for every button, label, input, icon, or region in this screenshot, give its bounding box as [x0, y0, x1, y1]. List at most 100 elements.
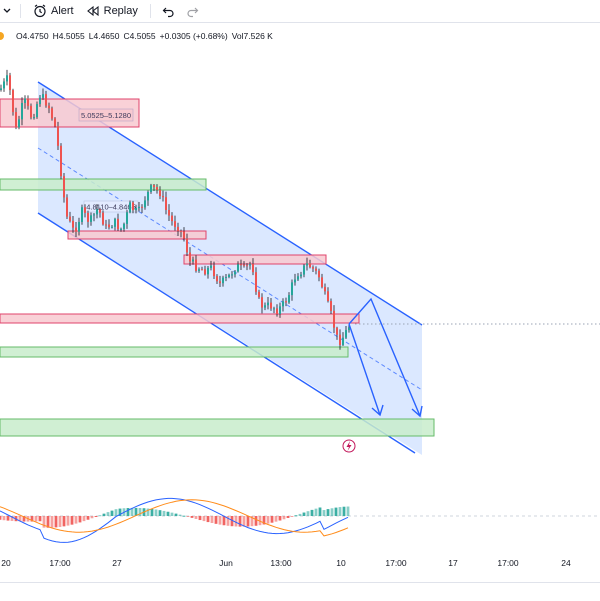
candle-body	[321, 277, 323, 287]
histogram-bar	[286, 516, 290, 518]
histogram-bar	[254, 516, 258, 526]
histogram-bar	[206, 516, 210, 523]
candle-body	[330, 301, 332, 311]
candle-body	[318, 270, 320, 278]
arrowhead-1	[371, 404, 384, 417]
indicator-pane	[0, 497, 600, 543]
candle-body	[24, 98, 26, 104]
candle-body	[84, 207, 86, 213]
redo-icon[interactable]	[181, 3, 205, 19]
candle-body	[3, 81, 5, 89]
alert-clock-icon	[33, 4, 47, 18]
candle-body	[312, 267, 314, 269]
menu-chevron[interactable]	[0, 1, 14, 21]
high-value: H4.5055	[52, 31, 85, 41]
change-value: +0.0305 (+0.68%)	[159, 31, 228, 41]
resistance-zone-mid	[67, 230, 207, 240]
arrowhead-2	[411, 405, 423, 418]
alert-button[interactable]: Alert	[27, 1, 80, 21]
candle-body	[261, 297, 263, 308]
histogram-bar	[70, 516, 74, 525]
candle-body	[174, 221, 176, 227]
histogram-bar	[22, 516, 26, 522]
x-axis-label: 17	[448, 558, 458, 568]
candle-body	[123, 223, 125, 229]
candle-body	[78, 221, 80, 232]
histogram-bar	[230, 516, 234, 527]
histogram-bar	[46, 516, 50, 528]
candle-body	[195, 259, 197, 271]
histogram-bar	[166, 511, 170, 516]
histogram-bar	[202, 516, 206, 522]
histogram-bar	[134, 507, 138, 516]
undo-icon[interactable]	[157, 3, 181, 19]
bottom-bar	[0, 582, 600, 601]
candle-body	[117, 218, 119, 230]
candle-body	[300, 274, 302, 277]
candle-body	[291, 282, 293, 296]
histogram-bar	[2, 516, 6, 521]
candle-body	[207, 267, 209, 275]
histogram-bar	[114, 509, 118, 516]
histogram-bar	[18, 516, 22, 522]
histogram-bar	[30, 516, 34, 522]
candle-body	[198, 269, 200, 271]
histogram-bar	[186, 516, 190, 517]
histogram-bar	[246, 516, 250, 527]
candle-body	[114, 218, 116, 227]
candle-body	[327, 291, 329, 302]
volume-value: Vol7.526 K	[231, 31, 273, 41]
candle-body	[345, 330, 347, 338]
candle-body	[216, 276, 218, 282]
candle-body	[33, 117, 35, 119]
histogram-bar	[154, 509, 158, 516]
candle-body	[126, 212, 128, 224]
histogram-bar	[138, 507, 142, 516]
candle-body	[285, 301, 287, 303]
candle-body	[60, 145, 62, 177]
candle-body	[93, 214, 95, 216]
candle-body	[339, 334, 341, 345]
candle-body	[162, 196, 164, 198]
candle-body	[234, 271, 236, 275]
histogram-bar	[266, 516, 270, 524]
candle-body	[246, 265, 248, 267]
histogram-bar	[178, 514, 182, 516]
histogram-bar	[98, 515, 102, 517]
candle-body	[75, 227, 77, 232]
replay-rewind-icon	[86, 4, 100, 18]
candle-body	[135, 208, 137, 211]
histogram-bar	[342, 506, 346, 516]
candle-body	[129, 202, 131, 213]
histogram-bar	[6, 516, 10, 521]
candle-body	[204, 269, 206, 275]
histogram-bar	[78, 516, 82, 523]
histogram-bar	[262, 516, 266, 525]
candle-body	[102, 212, 104, 225]
top-toolbar: Alert Replay	[0, 0, 600, 23]
histogram-bar	[314, 508, 318, 516]
candle-body	[18, 119, 20, 128]
candle-body	[270, 302, 272, 309]
histogram-bar	[338, 507, 342, 516]
candle-body	[81, 207, 83, 222]
support-zone-top	[0, 178, 207, 191]
histogram-bar	[10, 516, 14, 521]
histogram-bar	[226, 516, 230, 526]
histogram-bar	[54, 516, 58, 528]
price-chart[interactable]: 5.0525–5.1280 4.8110–4.8465	[0, 23, 600, 558]
candle-body	[111, 226, 113, 228]
histogram-bar	[322, 510, 326, 516]
candle-body	[342, 337, 344, 345]
top-zone-label-bg	[78, 108, 134, 122]
candle-body	[39, 97, 41, 105]
candle-body	[276, 308, 278, 314]
event-marker-icon	[342, 439, 356, 453]
macd-line	[0, 497, 349, 543]
x-axis-label: 27	[112, 558, 122, 568]
replay-button[interactable]: Replay	[80, 1, 144, 21]
histogram-bar	[102, 513, 106, 516]
candle-body	[21, 103, 23, 120]
histogram-bar	[294, 515, 298, 517]
histogram-bar	[258, 516, 262, 526]
